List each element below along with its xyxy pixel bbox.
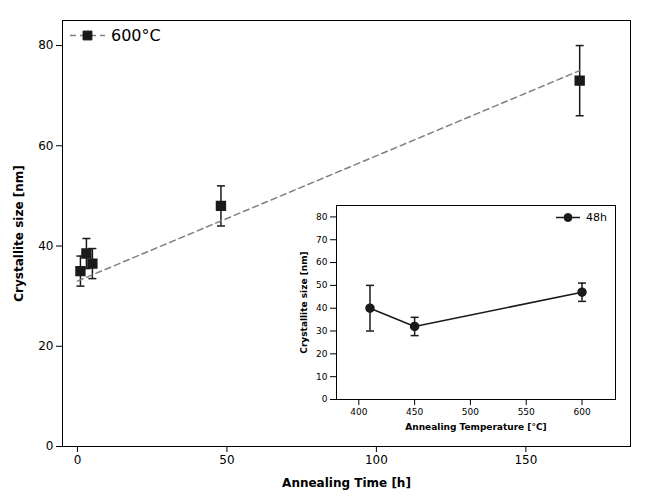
svg-text:Crystallite size [nm]: Crystallite size [nm] (299, 251, 309, 353)
svg-text:30: 30 (316, 326, 328, 336)
svg-text:20: 20 (316, 349, 328, 359)
svg-text:400: 400 (350, 407, 367, 417)
svg-text:10: 10 (316, 372, 328, 382)
svg-text:80: 80 (316, 212, 328, 222)
svg-text:0: 0 (322, 394, 328, 404)
svg-text:70: 70 (316, 235, 328, 245)
svg-text:40: 40 (38, 239, 53, 253)
svg-text:20: 20 (38, 339, 53, 353)
svg-text:Annealing Temperature [°C]: Annealing Temperature [°C] (405, 422, 546, 432)
svg-text:40: 40 (316, 303, 328, 313)
svg-text:50: 50 (316, 280, 328, 290)
svg-text:600: 600 (573, 407, 590, 417)
html-text:600°C: 600°C (111, 26, 161, 45)
svg-text:0: 0 (46, 439, 54, 453)
svg-text:0: 0 (74, 453, 82, 467)
svg-text:500: 500 (462, 407, 479, 417)
svg-text:Annealing Time [h]: Annealing Time [h] (282, 476, 411, 490)
svg-text:150: 150 (514, 453, 537, 467)
svg-text:60: 60 (38, 139, 53, 153)
svg-text:Crystallite size [nm]: Crystallite size [nm] (12, 165, 26, 302)
svg-text:550: 550 (518, 407, 535, 417)
svg-text:50: 50 (219, 453, 234, 467)
svg-text:60: 60 (316, 257, 328, 267)
svg-text:450: 450 (406, 407, 423, 417)
svg-text:100: 100 (365, 453, 388, 467)
svg-text:80: 80 (38, 38, 53, 52)
html-text:48h: 48h (586, 211, 607, 224)
